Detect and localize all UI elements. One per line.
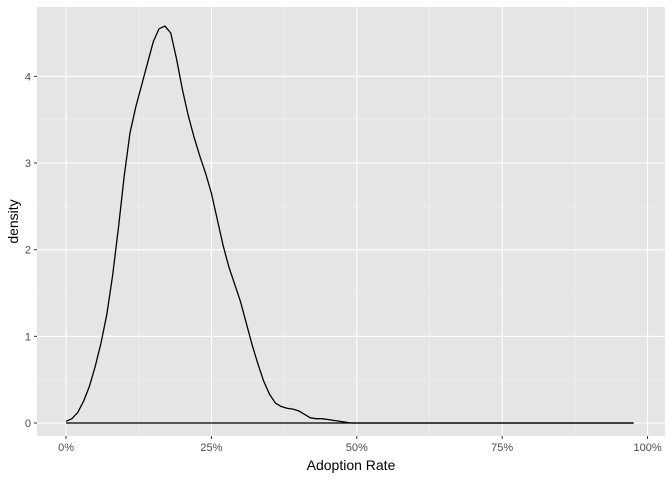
y-tick-label: 4 xyxy=(25,71,31,83)
x-tick-label: 75% xyxy=(491,442,513,454)
y-axis-title: density xyxy=(5,199,21,243)
x-axis: 0% 25% 50% 75% 100% xyxy=(58,436,662,454)
density-marks xyxy=(65,25,634,424)
minor-gridlines xyxy=(37,7,665,436)
x-tick-label: 25% xyxy=(200,442,222,454)
x-axis-title: Adoption Rate xyxy=(307,457,396,473)
y-tick-label: 2 xyxy=(25,245,31,257)
x-tick-label: 0% xyxy=(58,442,74,454)
y-tick-label: 0 xyxy=(25,418,31,430)
x-tick-label: 100% xyxy=(633,442,661,454)
y-axis: 0 1 2 3 4 xyxy=(25,71,37,430)
y-tick-label: 3 xyxy=(25,158,31,170)
y-tick-label: 1 xyxy=(25,331,31,343)
x-tick-label: 50% xyxy=(346,442,368,454)
plot-panel xyxy=(37,7,665,436)
